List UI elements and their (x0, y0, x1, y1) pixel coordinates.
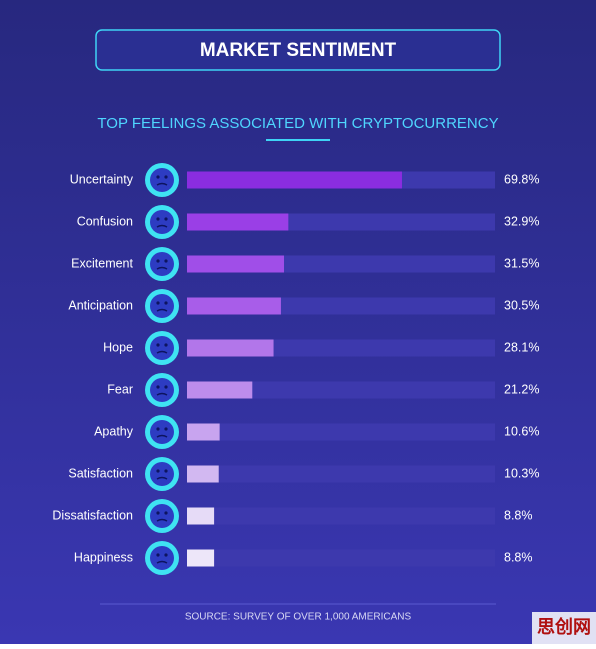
value-label: 32.9% (504, 214, 539, 228)
icon-eye (156, 343, 160, 347)
bar-track (187, 549, 495, 567)
icon-eye (156, 385, 160, 389)
icon-eye (164, 511, 168, 515)
value-label: 31.5% (504, 256, 539, 270)
icon-face (150, 210, 174, 234)
value-label: 10.3% (504, 466, 539, 480)
bar (187, 381, 253, 399)
icon-face (150, 504, 174, 528)
bar (187, 549, 215, 567)
icon-eye (156, 553, 160, 557)
icon-eye (164, 259, 168, 263)
category-label: Satisfaction (68, 466, 133, 480)
bar-track (187, 381, 495, 399)
category-label: Apathy (94, 424, 134, 438)
category-label: Excitement (71, 256, 133, 270)
chart-subtitle: TOP FEELINGS ASSOCIATED WITH CRYPTOCURRE… (97, 115, 498, 132)
icon-mouth (156, 308, 168, 312)
category-label: Dissatisfaction (52, 508, 133, 522)
watermark: 思创网 (537, 616, 591, 637)
bar (187, 255, 285, 273)
icon-eye (156, 301, 160, 305)
value-label: 10.6% (504, 424, 539, 438)
icon-face (150, 336, 174, 360)
icon-mouth (156, 518, 168, 522)
icon-face (150, 462, 174, 486)
icon-eye (156, 427, 160, 431)
icon-eye (164, 217, 168, 221)
value-label: 30.5% (504, 298, 539, 312)
bar-track (187, 507, 495, 525)
category-label: Happiness (74, 550, 133, 564)
bar (187, 339, 274, 357)
icon-face (150, 378, 174, 402)
bar (187, 297, 281, 315)
icon-face (150, 420, 174, 444)
category-label: Hope (103, 340, 133, 354)
bar (187, 171, 402, 189)
category-label: Fear (107, 382, 133, 396)
bar-track (187, 465, 495, 483)
icon-face (150, 252, 174, 276)
title-box (95, 29, 501, 71)
watermark-box (532, 612, 596, 644)
icon-eye (164, 301, 168, 305)
icon-mouth (156, 392, 168, 396)
value-label: 8.8% (504, 550, 533, 564)
icon-mouth (156, 560, 168, 564)
icon-eye (164, 427, 168, 431)
icon-face (150, 546, 174, 570)
category-label: Anticipation (68, 298, 133, 312)
icon-eye (164, 343, 168, 347)
chart-title: MARKET SENTIMENT (200, 40, 397, 61)
category-label: Uncertainty (70, 172, 134, 186)
icon-eye (156, 259, 160, 263)
source: SOURCE: SURVEY OF OVER 1,000 AMERICANS (185, 612, 412, 623)
icon-eye (164, 469, 168, 473)
icon-eye (156, 217, 160, 221)
bar (187, 213, 289, 231)
bar (187, 423, 220, 441)
bar (187, 507, 215, 525)
icon-mouth (156, 434, 168, 438)
value-label: 69.8% (504, 172, 539, 186)
icon-eye (156, 511, 160, 515)
value-label: 8.8% (504, 508, 533, 522)
icon-mouth (156, 224, 168, 228)
icon-eye (164, 553, 168, 557)
icon-eye (164, 385, 168, 389)
icon-face (150, 168, 174, 192)
icon-mouth (156, 182, 168, 186)
icon-mouth (156, 476, 168, 480)
value-label: 28.1% (504, 340, 539, 354)
bar-track (187, 423, 495, 441)
icon-face (150, 294, 174, 318)
bar (187, 465, 219, 483)
icon-eye (164, 175, 168, 179)
icon-eye (156, 175, 160, 179)
category-label: Confusion (77, 214, 133, 228)
icon-eye (156, 469, 160, 473)
icon-mouth (156, 350, 168, 354)
icon-mouth (156, 266, 168, 270)
value-label: 21.2% (504, 382, 539, 396)
